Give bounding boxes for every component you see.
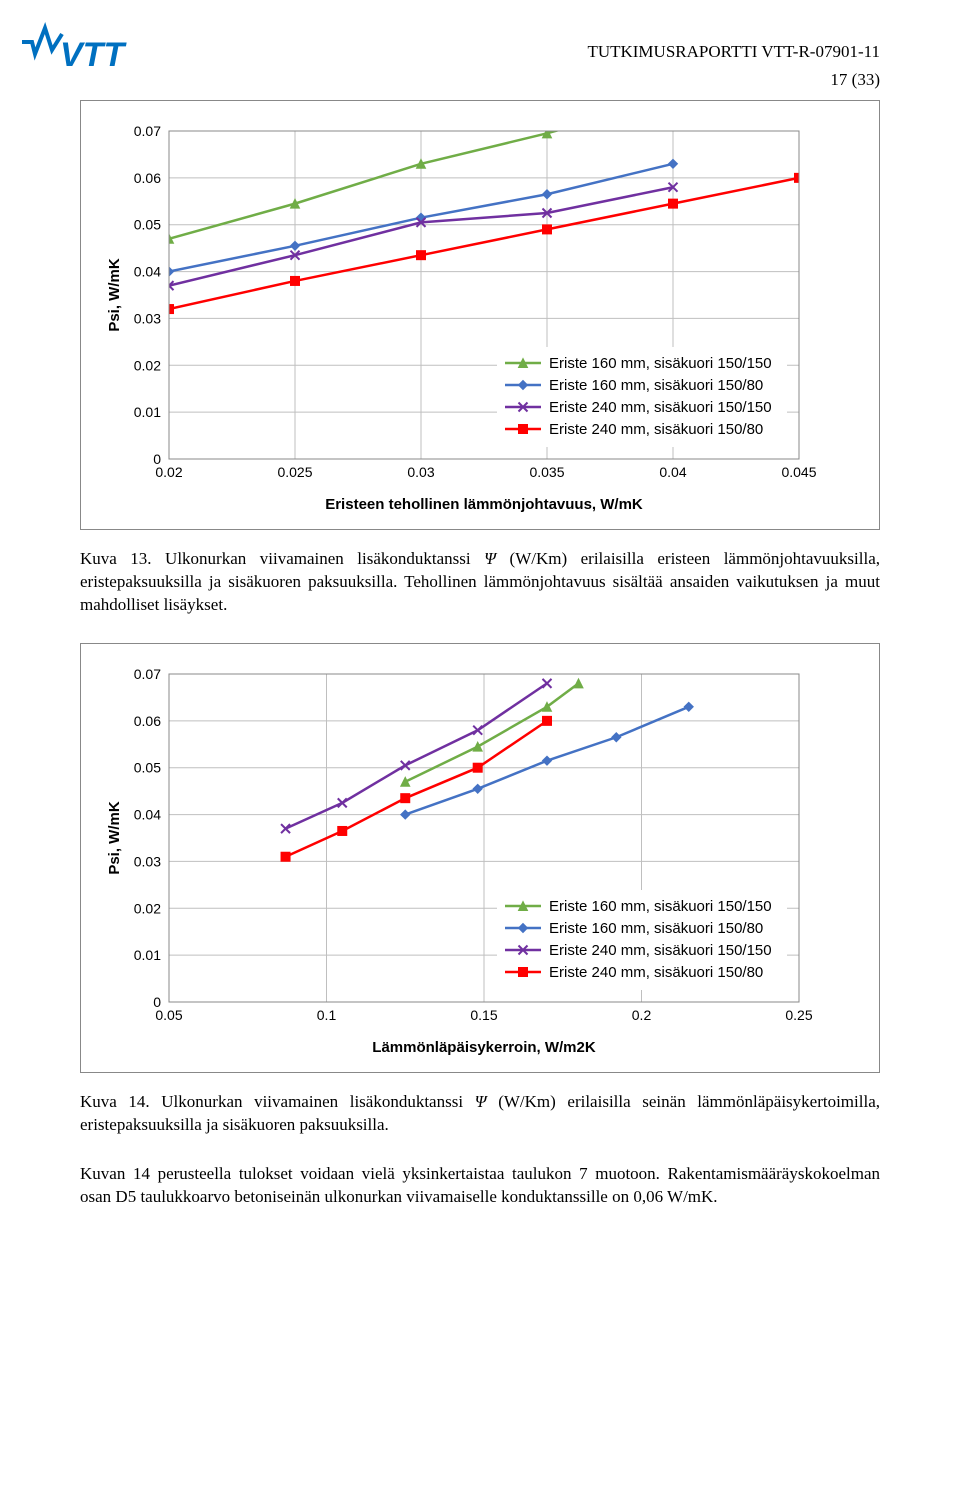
- svg-text:0: 0: [153, 994, 161, 1010]
- report-header: TUTKIMUSRAPORTTI VTT-R-07901-11: [587, 42, 880, 62]
- svg-text:Eriste 240 mm, sisäkuori 150/8: Eriste 240 mm, sisäkuori 150/80: [549, 421, 763, 438]
- svg-text:Psi, W/mK: Psi, W/mK: [106, 801, 123, 875]
- svg-text:0.05: 0.05: [134, 217, 161, 233]
- svg-text:0.05: 0.05: [134, 760, 161, 776]
- svg-text:0.04: 0.04: [659, 464, 686, 480]
- svg-text:0.03: 0.03: [134, 853, 161, 869]
- svg-text:0.045: 0.045: [781, 464, 816, 480]
- svg-text:0.2: 0.2: [632, 1007, 652, 1023]
- svg-text:0.15: 0.15: [470, 1007, 497, 1023]
- svg-text:0.01: 0.01: [134, 404, 161, 420]
- svg-text:0.02: 0.02: [134, 357, 161, 373]
- svg-text:0.06: 0.06: [134, 713, 161, 729]
- svg-text:0: 0: [153, 451, 161, 467]
- svg-text:0.025: 0.025: [277, 464, 312, 480]
- svg-text:Eriste 240 mm, sisäkuori 150/1: Eriste 240 mm, sisäkuori 150/150: [549, 942, 772, 959]
- svg-text:Eriste 160 mm, sisäkuori 150/1: Eriste 160 mm, sisäkuori 150/150: [549, 355, 772, 372]
- body-paragraph: Kuvan 14 perusteella tulokset voidaan vi…: [80, 1163, 880, 1209]
- svg-text:Psi, W/mK: Psi, W/mK: [106, 258, 123, 332]
- svg-text:0.01: 0.01: [134, 947, 161, 963]
- svg-text:0.04: 0.04: [134, 806, 161, 822]
- svg-text:0.02: 0.02: [134, 900, 161, 916]
- svg-text:0.25: 0.25: [785, 1007, 812, 1023]
- svg-text:0.03: 0.03: [407, 464, 434, 480]
- svg-text:0.03: 0.03: [134, 310, 161, 326]
- svg-text:0.06: 0.06: [134, 170, 161, 186]
- psi-symbol-2: Ψ: [475, 1092, 487, 1111]
- svg-text:0.04: 0.04: [134, 264, 161, 280]
- svg-text:Eriste 240 mm, sisäkuori 150/1: Eriste 240 mm, sisäkuori 150/150: [549, 399, 772, 416]
- vtt-logo: VTT: [20, 20, 160, 81]
- svg-text:Eriste 160 mm, sisäkuori 150/1: Eriste 160 mm, sisäkuori 150/150: [549, 898, 772, 915]
- chart-2: 0.050.10.150.20.2500.010.020.030.040.050…: [99, 662, 819, 1062]
- svg-text:0.07: 0.07: [134, 123, 161, 139]
- svg-text:Eristeen tehollinen lämmönjoht: Eristeen tehollinen lämmönjohtavuus, W/m…: [325, 496, 643, 513]
- caption-1: Kuva 13. Ulkonurkan viivamainen lisäkond…: [80, 548, 880, 617]
- svg-text:0.035: 0.035: [529, 464, 564, 480]
- svg-text:Eriste 160 mm, sisäkuori 150/8: Eriste 160 mm, sisäkuori 150/80: [549, 377, 763, 394]
- page-number: 17 (33): [80, 70, 880, 90]
- caption-2: Kuva 14. Ulkonurkan viivamainen lisäkond…: [80, 1091, 880, 1137]
- svg-text:VTT: VTT: [60, 36, 127, 74]
- psi-symbol-1: Ψ: [484, 549, 496, 568]
- svg-text:0.1: 0.1: [317, 1007, 337, 1023]
- caption-2-prefix: Kuva 14. Ulkonurkan viivamainen lisäkond…: [80, 1092, 475, 1111]
- svg-text:0.07: 0.07: [134, 666, 161, 682]
- chart-2-container: 0.050.10.150.20.2500.010.020.030.040.050…: [80, 643, 880, 1073]
- svg-text:Eriste 240 mm, sisäkuori 150/8: Eriste 240 mm, sisäkuori 150/80: [549, 964, 763, 981]
- svg-text:Eriste 160 mm, sisäkuori 150/8: Eriste 160 mm, sisäkuori 150/80: [549, 920, 763, 937]
- chart-1: 0.020.0250.030.0350.040.04500.010.020.03…: [99, 119, 819, 519]
- chart-1-container: 0.020.0250.030.0350.040.04500.010.020.03…: [80, 100, 880, 530]
- svg-text:Lämmönläpäisykerroin, W/m2K: Lämmönläpäisykerroin, W/m2K: [372, 1039, 596, 1056]
- caption-1-prefix: Kuva 13. Ulkonurkan viivamainen lisäkond…: [80, 549, 484, 568]
